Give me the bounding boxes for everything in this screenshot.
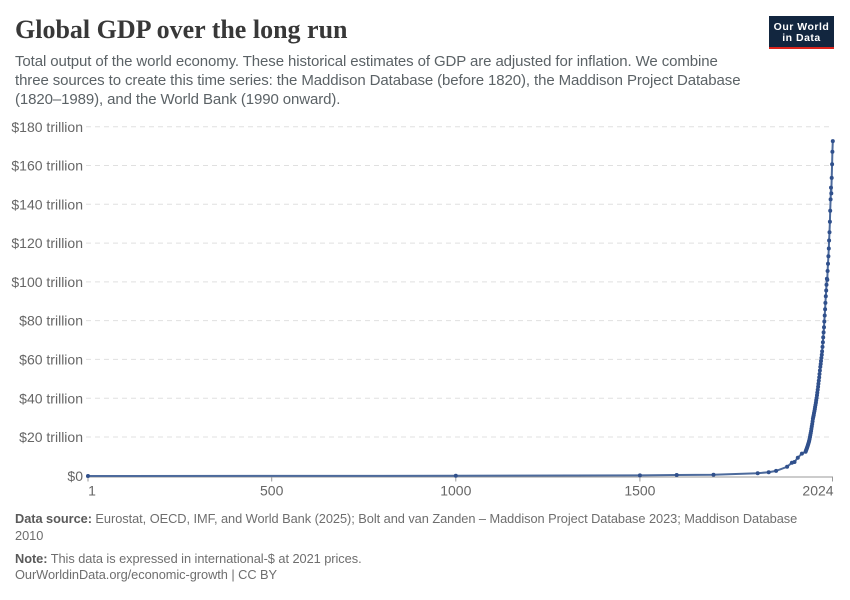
svg-text:$80 trillion: $80 trillion: [19, 313, 83, 329]
svg-text:$120 trillion: $120 trillion: [11, 235, 83, 251]
svg-text:2024: 2024: [802, 483, 833, 499]
svg-text:$100 trillion: $100 trillion: [11, 274, 83, 290]
svg-text:$140 trillion: $140 trillion: [11, 196, 83, 212]
svg-text:$180 trillion: $180 trillion: [11, 119, 83, 135]
svg-text:1: 1: [88, 483, 96, 499]
svg-text:$60 trillion: $60 trillion: [19, 352, 83, 368]
svg-text:$40 trillion: $40 trillion: [19, 390, 83, 406]
svg-text:$160 trillion: $160 trillion: [11, 158, 83, 174]
svg-text:$20 trillion: $20 trillion: [19, 429, 83, 445]
svg-text:1000: 1000: [440, 483, 471, 499]
svg-text:1500: 1500: [624, 483, 655, 499]
svg-text:$0: $0: [67, 468, 83, 484]
svg-text:500: 500: [260, 483, 284, 499]
